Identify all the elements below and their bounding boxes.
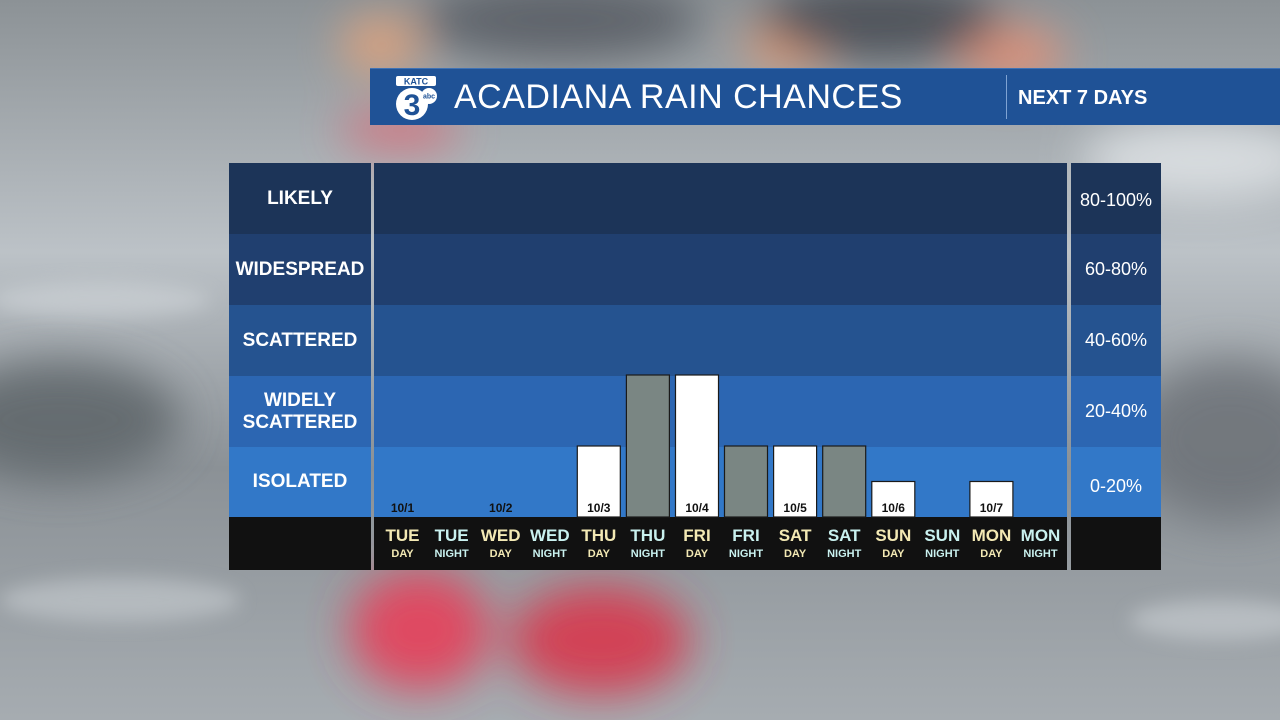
period-label: DAY <box>882 548 905 560</box>
band-label-likely: LIKELY <box>229 163 371 234</box>
day-bar <box>773 445 818 518</box>
period-label: NIGHT <box>827 548 862 560</box>
period-label: DAY <box>490 548 513 560</box>
chart-band-bg <box>374 234 1067 305</box>
band-range-widely-scattered: 20-40% <box>1071 376 1161 447</box>
day-name-label: SUN <box>875 526 911 545</box>
katc-abc-logo: KATC 3 abc <box>396 76 437 122</box>
period-label: NIGHT <box>1023 548 1058 560</box>
day-name-label: TUE <box>386 526 420 545</box>
chart-band-bg <box>374 305 1067 376</box>
chart-band-bg <box>374 447 1067 517</box>
period-label: NIGHT <box>533 548 568 560</box>
day-name-label: TUE <box>435 526 469 545</box>
band-label-scattered: SCATTERED <box>229 305 371 376</box>
period-label: DAY <box>784 548 807 560</box>
day-name-label: THU <box>630 526 665 545</box>
date-label: 10/2 <box>489 501 513 515</box>
left-footer <box>229 517 371 570</box>
band-range-scattered: 40-60% <box>1071 305 1161 376</box>
day-name-label: FRI <box>683 526 710 545</box>
day-name-label: SAT <box>779 526 812 545</box>
date-label: 10/4 <box>685 501 709 515</box>
svg-text:3: 3 <box>404 89 421 122</box>
date-label: 10/7 <box>980 501 1004 515</box>
rain-chance-chart: 10/1 TUE DAY TUE NIGHT 10/2 WED DAY WED NIGHT 10/3… <box>374 163 1067 570</box>
day-name-label: WED <box>481 526 521 545</box>
band-range-likely: 80-100% <box>1071 163 1161 238</box>
period-label: DAY <box>391 548 414 560</box>
date-label: 10/3 <box>587 501 611 515</box>
band-range-isolated: 0-20% <box>1071 447 1161 517</box>
page-title: ACADIANA RAIN CHANCES <box>454 78 903 116</box>
band-label-widely-scattered: WIDELY SCATTERED <box>229 376 371 447</box>
day-bar <box>674 374 720 518</box>
period-label: DAY <box>980 548 1003 560</box>
day-bar <box>576 445 621 518</box>
band-ranges-column: 80-100% 60-80% 40-60% 20-40% 0-20% <box>1071 163 1161 570</box>
chart-band-bg <box>374 376 1067 447</box>
night-bar <box>822 445 867 518</box>
night-bar <box>723 445 769 518</box>
date-label: 10/6 <box>882 501 906 515</box>
period-label: DAY <box>588 548 611 560</box>
header-divider <box>1006 75 1007 119</box>
period-label: NIGHT <box>434 548 469 560</box>
period-label: NEXT 7 DAYS <box>1018 87 1148 109</box>
day-name-label: FRI <box>732 526 759 545</box>
date-label: 10/5 <box>783 501 807 515</box>
day-bar <box>871 480 916 518</box>
day-name-label: SUN <box>924 526 960 545</box>
chart-band-bg <box>374 163 1067 234</box>
night-bar <box>625 374 670 518</box>
right-footer <box>1071 517 1161 570</box>
band-label-isolated: ISOLATED <box>229 447 371 517</box>
period-label: DAY <box>686 548 709 560</box>
band-range-widespread: 60-80% <box>1071 234 1161 305</box>
date-label: 10/1 <box>391 501 415 515</box>
day-name-label: MON <box>1021 526 1061 545</box>
period-label: NIGHT <box>631 548 666 560</box>
svg-text:abc: abc <box>423 94 435 101</box>
period-label: NIGHT <box>925 548 960 560</box>
day-name-label: SAT <box>828 526 861 545</box>
day-name-label: MON <box>972 526 1012 545</box>
period-label: NIGHT <box>729 548 764 560</box>
chart-footer <box>374 517 1067 570</box>
title-bar: KATC 3 abc ACADIANA RAIN CHANCES NEXT 7 … <box>370 68 1280 125</box>
day-name-label: WED <box>530 526 570 545</box>
day-name-label: THU <box>581 526 616 545</box>
svg-text:KATC: KATC <box>404 77 429 87</box>
band-labels-column: LIKELY WIDESPREAD SCATTERED WIDELY SCATT… <box>229 163 371 570</box>
band-label-widespread: WIDESPREAD <box>229 234 371 305</box>
day-bar <box>969 480 1014 518</box>
